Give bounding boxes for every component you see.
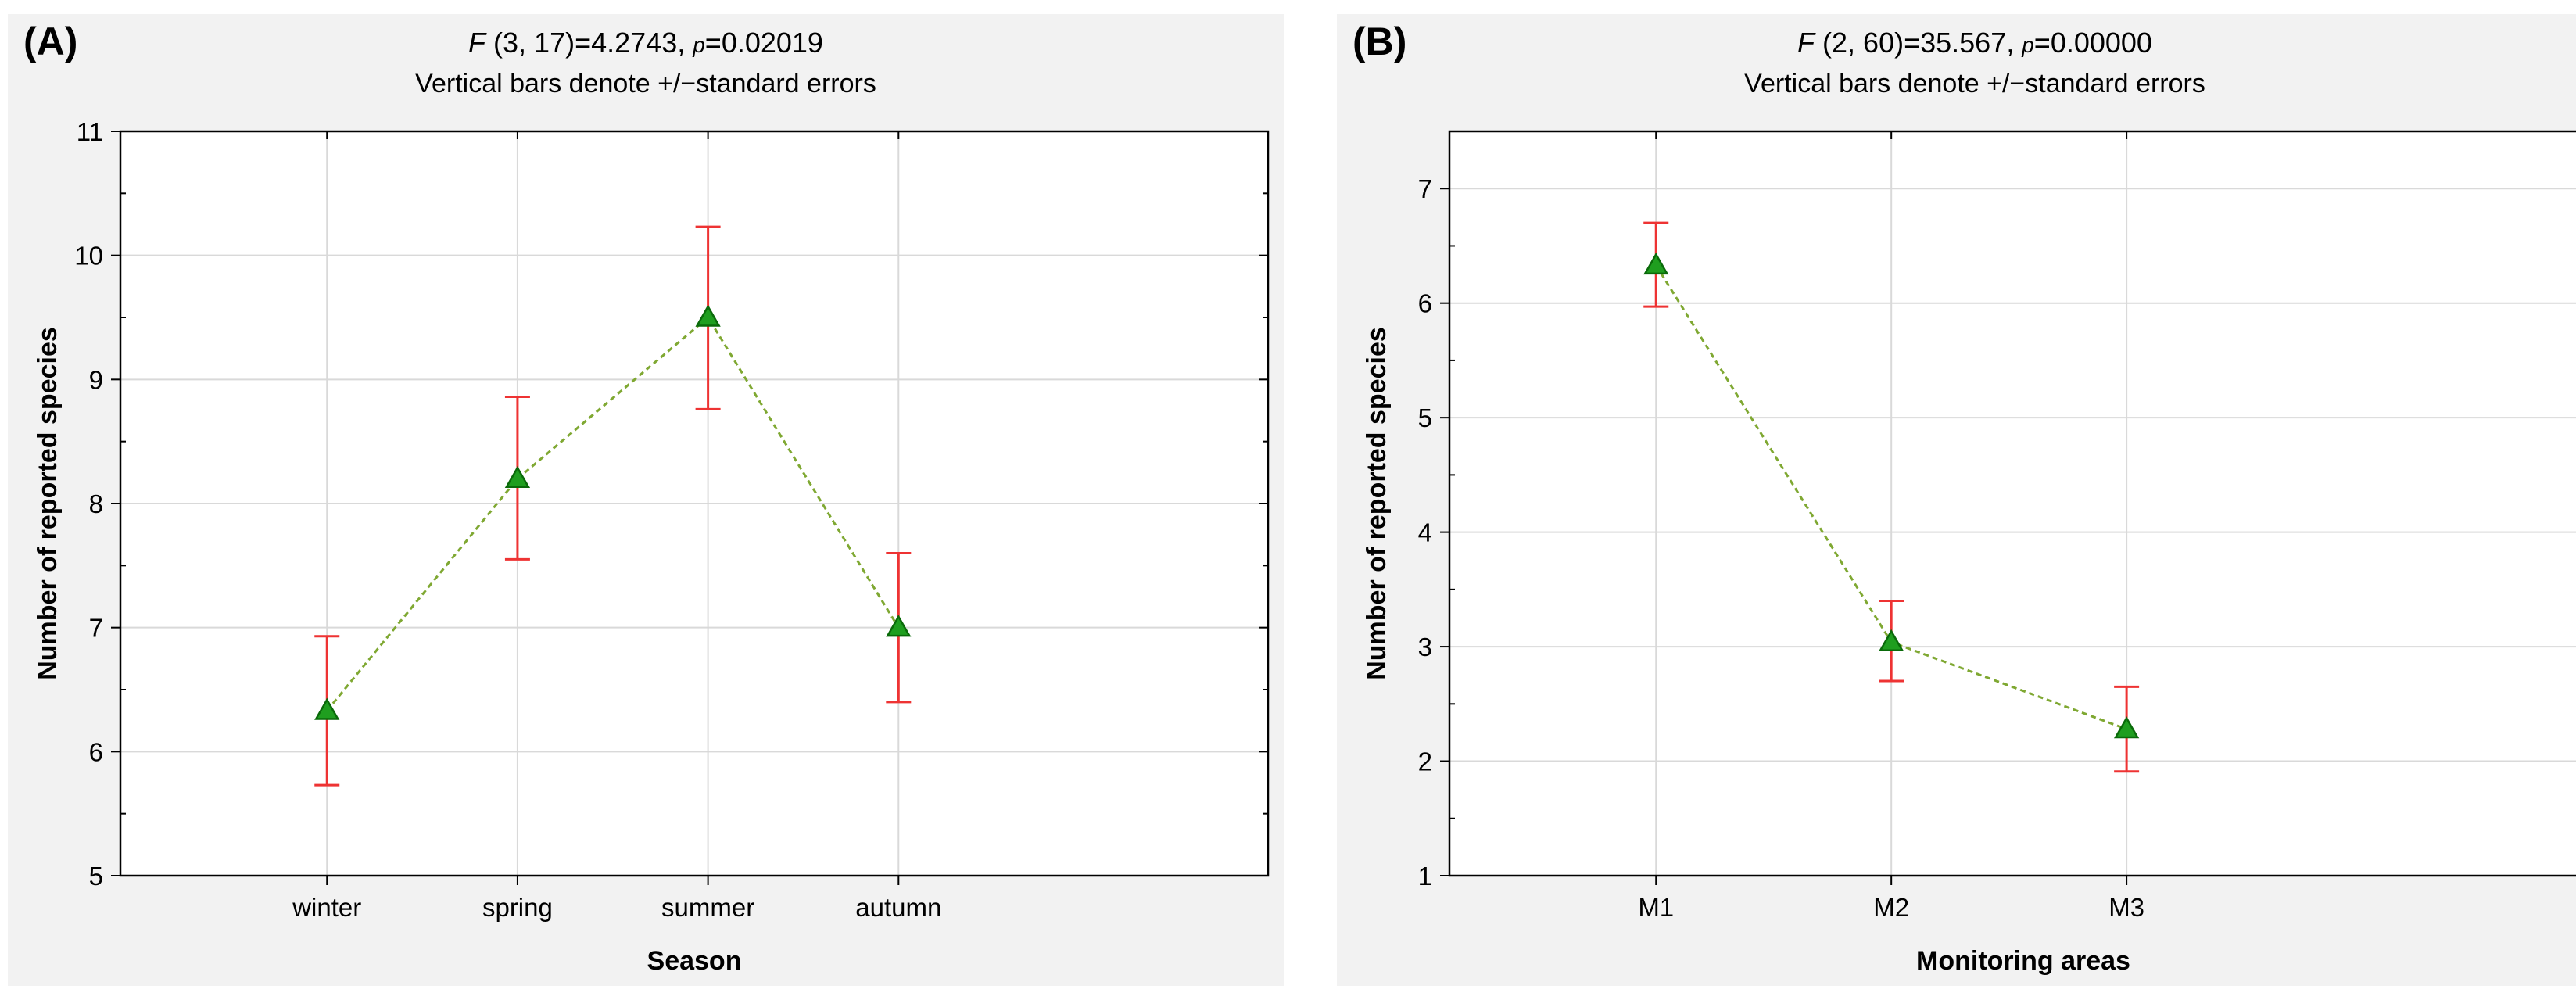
plot-frame (119, 130, 1270, 877)
chart-subtitle: Vertical bars denote +/−standard errors (415, 69, 876, 99)
data-point-marker (1879, 629, 1904, 651)
plot-svg: 1 2 3 4 5 6 7 M1 M2 M3 Monitoring areas Number of r… (1362, 130, 2576, 976)
panel-label: (A) (23, 20, 78, 63)
panel-label: (B) (1352, 20, 1407, 63)
x-tick-label: spring (482, 893, 553, 922)
data-point-marker (504, 465, 531, 489)
y-axis-label: Number of reported species (33, 327, 63, 680)
x-tick-label: M3 (2108, 893, 2144, 922)
data-point-marker (2113, 716, 2140, 739)
p-value: =0.02019 (704, 27, 823, 59)
data-point-marker (314, 697, 340, 720)
y-tick-label: 1 (1418, 862, 1432, 891)
p-value: =0.00000 (2033, 27, 2152, 59)
x-tick-label: M2 (1873, 893, 1909, 922)
chart-panel-a: (A) F (3, 17)=4.2743, p=0.02019 Vertical… (8, 14, 1284, 986)
y-tick-label: 8 (89, 489, 103, 518)
chart-title: F (3, 17)=4.2743, p=0.02019 (8, 27, 1284, 59)
series-line (326, 315, 900, 711)
y-tick-label: 4 (1418, 518, 1432, 547)
p-symbol: p (693, 33, 705, 57)
f-stat: (2, 60)=35.567, (1815, 27, 2022, 59)
data-point-marker (886, 615, 912, 637)
x-axis-label: Monitoring areas (1916, 946, 2130, 976)
y-axis-label: Number of reported species (1362, 327, 1392, 680)
y-tick-label: 11 (77, 117, 103, 146)
x-tick-label: autumn (855, 893, 941, 922)
x-tick-label: winter (292, 893, 361, 922)
plot-frame (1448, 130, 2576, 877)
f-symbol: F (468, 27, 486, 59)
f-symbol: F (1797, 27, 1815, 59)
f-stat: (3, 17)=4.2743, (485, 27, 693, 59)
p-symbol: p (2022, 33, 2034, 57)
chart-subtitle: Vertical bars denote +/−standard errors (1744, 69, 2205, 99)
plot-area (1449, 131, 2576, 876)
data-point-marker (1643, 252, 1669, 275)
y-tick-label: 6 (89, 737, 103, 766)
y-tick-label: 6 (1418, 289, 1432, 318)
chart-panel-b: (B) F (2, 60)=35.567, p=0.00000 Vertical… (1337, 14, 2576, 986)
chart-title: F (2, 60)=35.567, p=0.00000 (1337, 27, 2576, 59)
y-tick-label: 7 (89, 614, 103, 643)
y-tick-label: 7 (1418, 174, 1432, 203)
y-tick-label: 10 (74, 242, 103, 271)
y-tick-label: 5 (89, 862, 103, 891)
plot-svg: 5 6 7 8 9 10 11 winter spring summer autumn Season N… (33, 117, 1270, 976)
y-tick-label: 2 (1418, 747, 1432, 776)
x-axis-label: Season (647, 946, 742, 976)
x-tick-label: summer (661, 893, 754, 922)
y-tick-label: 5 (1418, 403, 1432, 432)
x-tick-label: M1 (1638, 893, 1674, 922)
y-tick-label: 9 (89, 365, 103, 394)
y-tick-label: 3 (1418, 633, 1432, 661)
data-point-marker (695, 304, 721, 327)
